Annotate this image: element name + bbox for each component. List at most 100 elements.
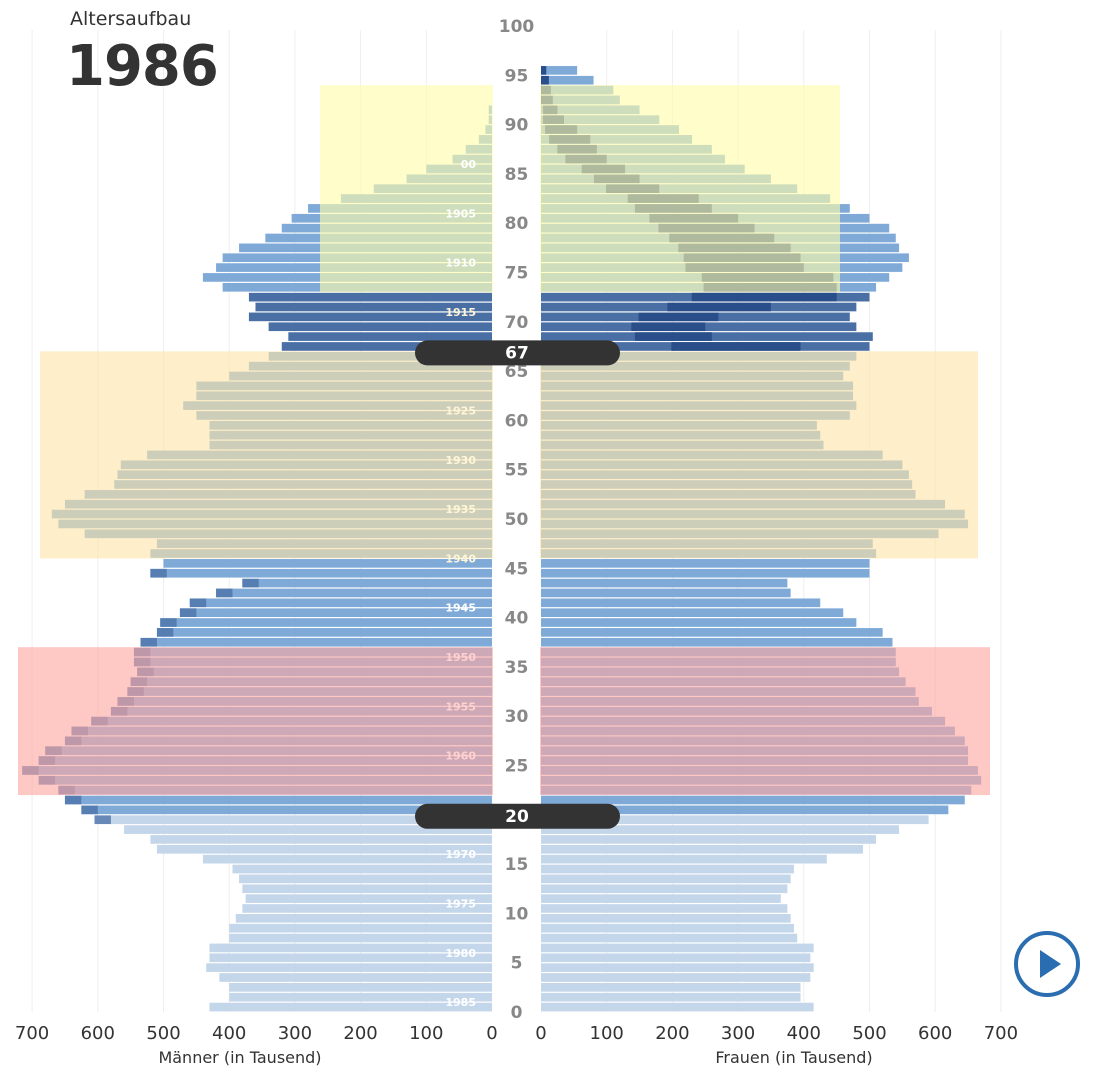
bar-men-excess	[160, 618, 177, 627]
bar-men	[216, 588, 492, 598]
age-tick-label: 65	[505, 362, 529, 382]
highlight-band	[320, 85, 840, 293]
bar-women	[541, 933, 798, 943]
x-tick-label-women: 300	[721, 1023, 755, 1044]
bar-women-excess	[541, 66, 547, 75]
x-axis-labels: Männer (in Tausend) Frauen (in Tausend)	[158, 1048, 872, 1067]
age-tick-label: 80	[505, 214, 529, 234]
bar-men	[229, 983, 492, 992]
bar-men	[156, 628, 492, 637]
bar-men	[163, 559, 492, 568]
bar-men	[160, 618, 492, 627]
bar-men	[209, 953, 493, 963]
age-axis-ticks: 0 5 10 15 20 25 30 35 40 45 50 55 60 65 70 75 80 85 90 95 10…	[499, 17, 535, 1023]
bar-women	[541, 884, 788, 894]
birth-year-label: 1940	[445, 552, 476, 565]
bar-women	[541, 953, 811, 963]
age-marker-pill	[415, 340, 620, 366]
age-tick-label: 75	[505, 264, 529, 284]
play-button[interactable]	[1014, 931, 1080, 997]
birth-year-label: 1935	[445, 503, 476, 516]
age-tick-label: 55	[505, 461, 529, 481]
age-tick-label: 15	[505, 855, 529, 875]
age-tick-label: 30	[505, 707, 529, 727]
bar-men-excess	[94, 815, 111, 825]
bar-men	[189, 598, 492, 608]
birth-year-label: 1960	[445, 750, 476, 763]
bar-men	[209, 1002, 493, 1012]
chart-subtitle: Altersaufbau	[70, 8, 192, 30]
bar-women	[541, 963, 814, 972]
age-tick-label: 90	[505, 116, 529, 136]
bar-women	[541, 904, 788, 913]
bar-men	[242, 904, 492, 913]
bar-men	[268, 322, 492, 332]
bar-women	[541, 894, 781, 903]
bar-women	[541, 637, 893, 647]
bar-women	[541, 598, 821, 608]
bar-men	[229, 923, 492, 933]
bar-men	[229, 992, 492, 1002]
x-tick-label-men: 200	[343, 1023, 377, 1044]
bar-women	[541, 618, 857, 627]
bar-women-excess	[631, 322, 706, 332]
bar-women	[541, 568, 870, 578]
bar-men-excess	[179, 608, 197, 617]
bar-women-excess	[691, 292, 837, 302]
bar-men-excess	[242, 578, 259, 588]
age-tick-label: 45	[505, 559, 529, 579]
age-marker-label: 67	[505, 343, 529, 363]
bar-women	[541, 559, 870, 568]
age-tick-label: 10	[505, 904, 529, 924]
x-tick-label-men: 300	[278, 1023, 312, 1044]
bar-men	[124, 825, 492, 834]
age-markers: 67 20	[415, 340, 620, 829]
bar-women	[541, 914, 791, 923]
x-tick-label-women: 400	[787, 1023, 821, 1044]
bar-women	[541, 835, 877, 844]
age-tick-label: 70	[505, 313, 529, 333]
x-tick-label-men: 700	[15, 1023, 49, 1044]
bar-men	[179, 608, 493, 617]
bar-men	[235, 914, 492, 923]
bar-women	[541, 795, 965, 805]
bar-men	[219, 973, 492, 982]
bar-women	[541, 973, 811, 982]
bar-women	[541, 608, 844, 617]
bar-women	[541, 588, 791, 598]
bar-men	[229, 933, 492, 943]
bar-women	[541, 66, 578, 75]
birth-year-label: 1985	[445, 996, 476, 1009]
play-icon	[1040, 950, 1061, 978]
bar-men-excess	[81, 805, 98, 815]
bar-men	[81, 805, 492, 815]
bar-men-excess	[216, 588, 233, 598]
bar-women	[541, 992, 801, 1002]
age-tick-label: 0	[511, 1003, 523, 1023]
age-marker-pill	[415, 803, 620, 829]
birth-year-label: 1970	[445, 848, 476, 861]
age-marker-label: 20	[505, 807, 529, 827]
birth-year-label: 1945	[445, 602, 476, 615]
birth-year-label: 00	[461, 158, 477, 171]
x-tick-label-men: 400	[212, 1023, 246, 1044]
bar-women	[541, 825, 900, 834]
age-tick-label: 50	[505, 510, 529, 530]
birth-year-label: 1955	[445, 700, 476, 713]
birth-year-label: 1905	[445, 207, 476, 220]
year-title: 1986	[66, 34, 219, 99]
age-axis-strip	[493, 20, 540, 1012]
birth-year-label: 1975	[445, 898, 476, 911]
bar-women-excess	[634, 332, 712, 341]
x-label-men: Männer (in Tausend)	[158, 1048, 321, 1067]
bar-women	[541, 864, 794, 874]
birth-year-label: 1930	[445, 454, 476, 467]
bar-women-excess	[671, 342, 801, 351]
x-tick-label-men: 500	[146, 1023, 180, 1044]
birth-year-label: 1910	[445, 257, 476, 270]
bar-women	[541, 943, 814, 953]
bar-women	[541, 815, 929, 825]
age-tick-label: 85	[505, 165, 529, 185]
age-tick-label: 100	[499, 17, 535, 37]
